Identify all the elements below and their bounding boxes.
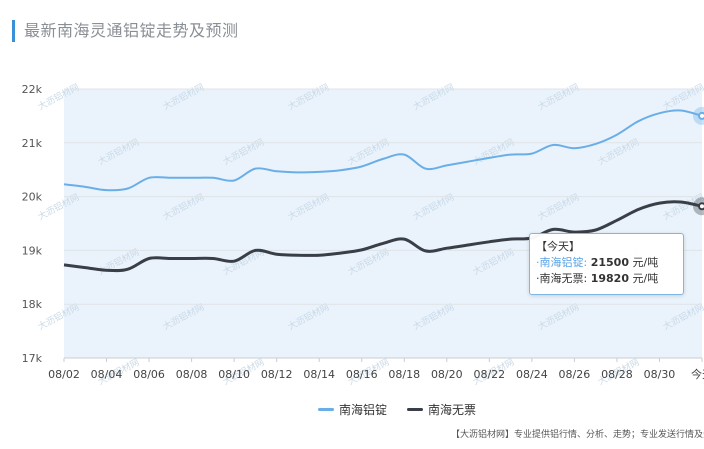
legend-swatch-aluminum [318, 407, 334, 411]
legend-item-no-invoice[interactable]: 南海无票 [407, 401, 476, 418]
tooltip-value: 21500 [590, 256, 629, 269]
y-tick-label: 20k [22, 191, 43, 204]
hover-point [698, 111, 704, 120]
x-tick-label: 08/10 [218, 368, 250, 381]
tooltip-series-name: 南海铝锭: [539, 256, 588, 269]
tooltip-bullet: · [536, 256, 540, 269]
y-tick-label: 17k [22, 352, 43, 365]
x-tick-label: 08/22 [473, 368, 505, 381]
x-tick-label: 08/08 [176, 368, 208, 381]
series-line-no-invoice [63, 200, 703, 273]
y-tick-label: 21k [22, 137, 43, 150]
legend-label-no-invoice: 南海无票 [428, 402, 477, 417]
x-tick-label: 08/04 [91, 368, 123, 381]
x-tick-label: 08/20 [431, 368, 463, 381]
tooltip-unit: 元/吨 [632, 256, 659, 269]
series-line-aluminum [63, 109, 703, 192]
tooltip-unit: 元/吨 [632, 272, 659, 285]
chart-tooltip: 【今天】 ·南海铝锭: 21500 元/吨 ·南海无票: 19820 元/吨 [529, 233, 684, 295]
x-tick-label: 今天 [691, 367, 704, 381]
footer-note: 【大沥铝材网】专业提供铝行情、分析、走势；专业发送行情及分 [451, 430, 704, 440]
x-tick-label: 08/26 [559, 368, 591, 381]
tooltip-header: 【今天】 [536, 240, 580, 253]
x-tick-label: 08/18 [388, 368, 420, 381]
x-tick-label: 08/06 [133, 368, 165, 381]
page-title: 最新南海灵通铝锭走势及预测 [12, 20, 239, 42]
hover-point [698, 202, 704, 211]
tooltip-series-name: 南海无票: [539, 272, 588, 285]
x-tick-label: 08/12 [261, 368, 293, 381]
tooltip-row-no-invoice: ·南海无票: 19820 元/吨 [536, 271, 677, 287]
x-tick-label: 08/14 [303, 368, 335, 381]
x-tick-label: 08/16 [346, 368, 378, 381]
legend-label-aluminum: 南海铝锭 [339, 402, 388, 417]
x-tick-label: 08/28 [601, 368, 633, 381]
x-tick-label: 08/24 [516, 368, 548, 381]
x-tick-label: 08/02 [48, 368, 80, 381]
chart-legend: 南海铝锭 南海无票 [318, 400, 496, 418]
tooltip-value: 19820 [590, 272, 629, 285]
y-tick-label: 19k [22, 244, 43, 257]
legend-item-aluminum[interactable]: 南海铝锭 [318, 401, 387, 418]
y-tick-label: 22k [22, 83, 43, 96]
y-tick-label: 18k [22, 298, 43, 311]
x-tick-label: 08/30 [644, 368, 676, 381]
tooltip-bullet: · [536, 272, 540, 285]
tooltip-row-aluminum: ·南海铝锭: 21500 元/吨 [536, 255, 677, 271]
legend-swatch-no-invoice [407, 407, 424, 411]
plot-area [64, 89, 702, 358]
